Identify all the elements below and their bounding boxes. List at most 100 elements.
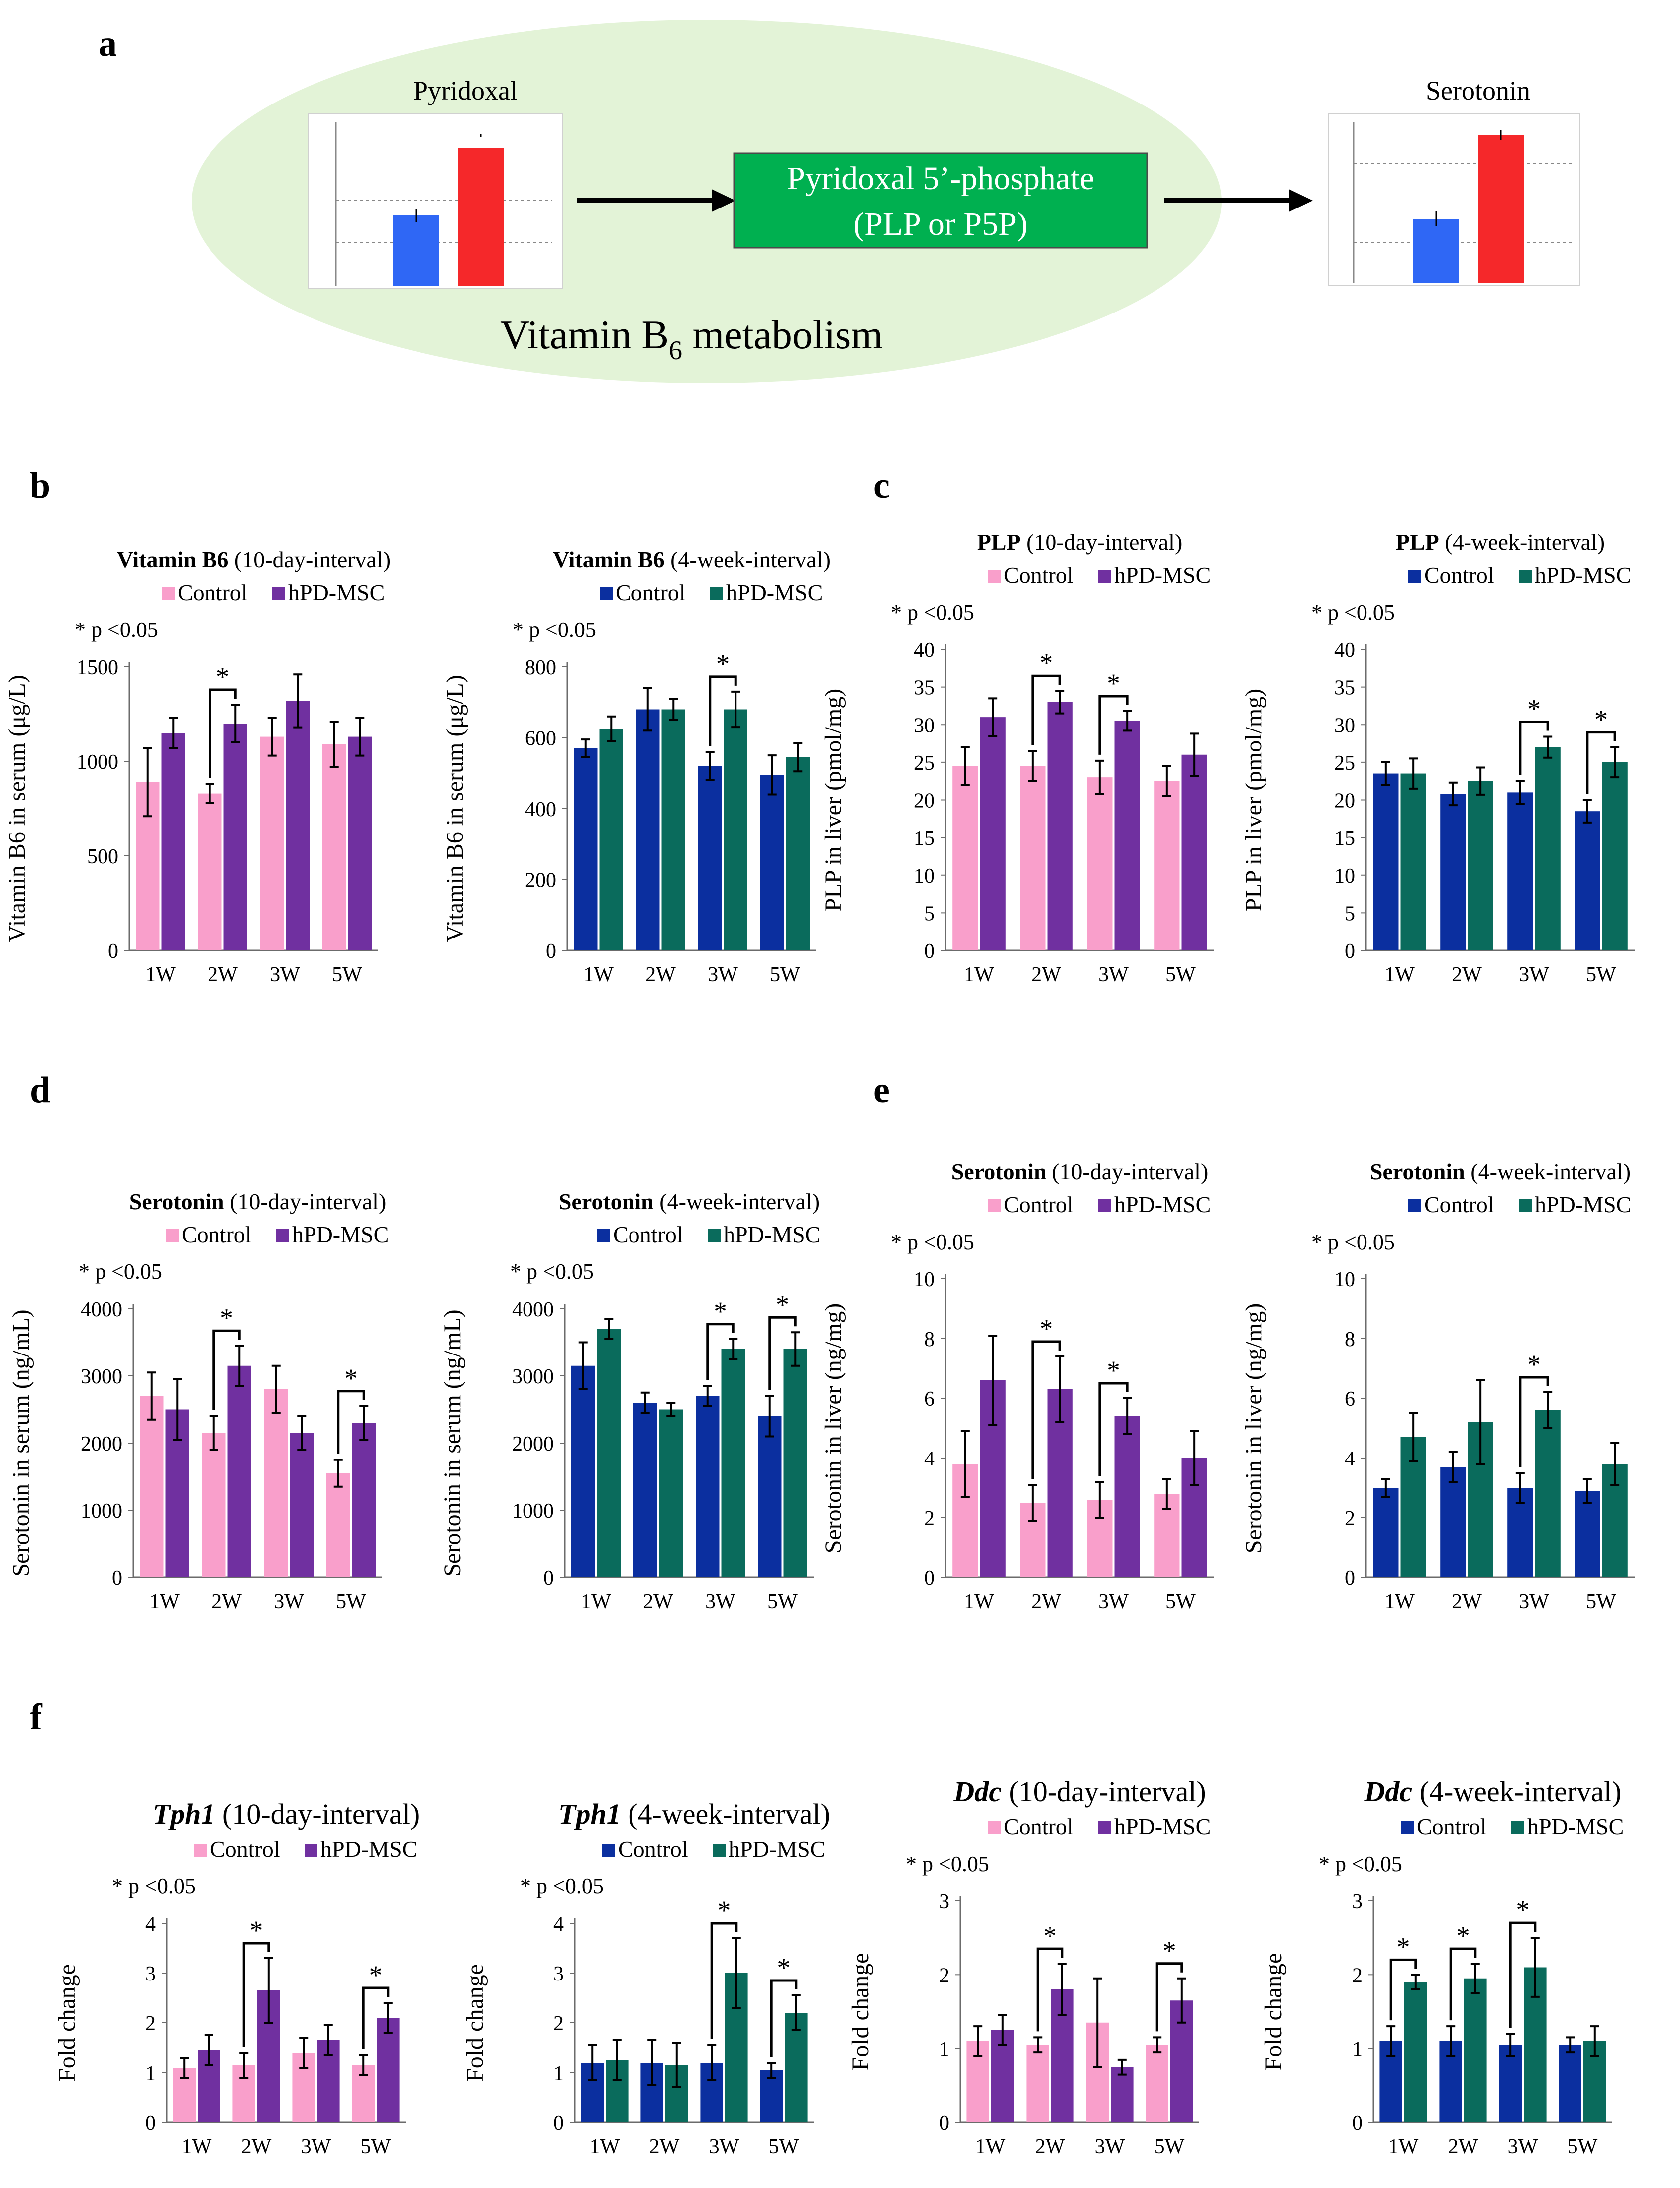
significance-bracket — [209, 688, 237, 778]
legend-swatch-treated — [1519, 1199, 1532, 1212]
chart-title-bold: Serotonin — [129, 1189, 224, 1214]
significance-star: * — [1457, 1921, 1470, 1951]
y-tick-label: 1000 — [512, 1500, 554, 1523]
y-tick-label: 8 — [1345, 1328, 1355, 1351]
y-tick-label: 0 — [546, 940, 556, 963]
significance-star: * — [1594, 705, 1608, 734]
chart-title-bold: Vitamin B6 — [117, 547, 228, 572]
x-tick-label: 3W — [1098, 1590, 1129, 1613]
x-tick-label: 2W — [1448, 2135, 1478, 2158]
x-tick-label: 1W — [1384, 963, 1415, 986]
y-axis-title: Serotonin in liver (ng/mg) — [820, 1303, 846, 1554]
y-tick-label: 0 — [112, 1567, 122, 1590]
chart-title-bold: Tph1 — [153, 1798, 215, 1830]
significance-bracket — [1155, 1962, 1183, 2032]
y-tick-label: 5 — [1345, 902, 1355, 925]
bar-hpd-msc — [290, 1433, 314, 1577]
significance-star: * — [1040, 648, 1053, 678]
significance-bracket — [1509, 1921, 1537, 2028]
chart-title: Vitamin B6 (4-week-interval) — [553, 547, 831, 572]
bar-hpd-msc — [597, 1329, 621, 1577]
charts-group: Vitamin B6 (10-day-interval) Control hPD-M… — [4, 529, 1635, 2158]
chart-title: Serotonin (4-week-interval) — [1370, 1159, 1631, 1184]
y-tick-label: 1 — [939, 2038, 949, 2061]
legend-label-treated: hPD-MSC — [729, 1836, 825, 1862]
y-tick-label: 40 — [914, 639, 935, 662]
serotonin-mini-chart — [1328, 113, 1580, 286]
chart-f3: Ddc (10-day-interval) Control hPD-MSC * p <… — [847, 1775, 1211, 2158]
y-axis-title: Serotonin in serum (ng/mL) — [8, 1309, 34, 1576]
legend-swatch-control — [1408, 570, 1421, 583]
legend-label-control: Control — [182, 1222, 252, 1247]
p-value-note: * p <0.05 — [112, 1874, 196, 1898]
y-axis-title: PLP in liver (pmol/mg) — [820, 689, 846, 912]
y-tick-label: 3 — [939, 1890, 949, 1913]
chart-title-rest: (4-week-interval) — [665, 547, 831, 572]
x-tick-label: 2W — [649, 2135, 680, 2158]
y-tick-label: 4 — [1345, 1448, 1355, 1470]
legend-swatch-control — [1401, 1821, 1414, 1834]
bar-control — [1020, 766, 1046, 950]
y-tick-label: 0 — [924, 940, 935, 963]
bar-control — [760, 2070, 783, 2122]
bar-hpd-msc — [659, 1409, 683, 1577]
y-tick-label: 0 — [145, 2112, 156, 2135]
legend-label-control: Control — [210, 1836, 280, 1862]
y-tick-label: 4 — [145, 1913, 156, 1936]
chart-title-bold: Tph1 — [558, 1798, 621, 1830]
bar-hpd-msc — [599, 729, 623, 950]
chart-c2: PLP (4-week-interval) Control hPD-MSC * p <… — [1241, 529, 1635, 986]
chart-e1: Serotonin (10-day-interval) Control hPD-MS… — [820, 1159, 1214, 1613]
legend-swatch-control — [194, 1844, 207, 1857]
bar-control — [326, 1473, 350, 1577]
chart-title-rest: (4-week-interval) — [621, 1798, 830, 1830]
x-tick-label: 3W — [1098, 963, 1129, 986]
legend-label-control: Control — [1424, 1192, 1494, 1217]
bar-control — [633, 1403, 657, 1577]
significance-star: * — [1040, 1314, 1053, 1344]
y-tick-label: 3000 — [81, 1365, 122, 1388]
legend-swatch-treated — [708, 1229, 721, 1242]
chart-title-rest: (10-day-interval) — [215, 1798, 420, 1830]
y-tick-label: 20 — [1334, 790, 1355, 813]
bar-control — [1026, 2045, 1049, 2122]
bar-hpd-msc — [1181, 754, 1207, 950]
y-tick-label: 1 — [1352, 2038, 1363, 2061]
x-tick-label: 2W — [1452, 963, 1482, 986]
significance-star: * — [1516, 1895, 1530, 1925]
significance-bracket — [212, 1329, 241, 1410]
x-tick-label: 5W — [332, 963, 362, 986]
plp-line2: (PLP or P5P) — [853, 206, 1028, 242]
p-value-note: * p <0.05 — [1311, 600, 1395, 625]
bar-hpd-msc — [1535, 747, 1561, 950]
bar-control — [322, 744, 346, 950]
x-tick-label: 3W — [301, 2135, 331, 2158]
legend-swatch-treated — [1511, 1821, 1524, 1834]
bar-hpd-msc — [1464, 1978, 1487, 2122]
significance-bracket — [337, 1390, 365, 1454]
chart-title-rest: (4-week-interval) — [654, 1189, 820, 1214]
y-axis-title: PLP in liver (pmol/mg) — [1241, 689, 1267, 912]
x-tick-label: 3W — [709, 2135, 739, 2158]
legend-swatch-treated — [710, 587, 723, 600]
y-tick-label: 40 — [1334, 639, 1355, 662]
bar-hpd-msc — [1111, 2067, 1134, 2122]
bar-hpd-msc — [980, 717, 1006, 950]
y-tick-label: 6 — [924, 1388, 935, 1411]
chart-title: Vitamin B6 (10-day-interval) — [117, 547, 391, 572]
pyridoxal-label: Pyridoxal — [413, 76, 518, 105]
bar-hpd-msc — [348, 736, 372, 950]
bar-control — [1373, 773, 1399, 950]
x-tick-label: 2W — [241, 2135, 272, 2158]
chart-title-rest: (10-day-interval) — [228, 547, 391, 572]
legend-label-control: Control — [613, 1222, 683, 1247]
y-tick-label: 30 — [1334, 714, 1355, 737]
chart-title: Serotonin (4-week-interval) — [559, 1189, 820, 1214]
significance-star: * — [344, 1363, 358, 1393]
plp-line1: Pyridoxal 5’-phosphate — [787, 160, 1094, 197]
significance-bracket — [242, 1942, 270, 2047]
bar-control — [952, 766, 978, 950]
y-tick-label: 2000 — [512, 1433, 554, 1456]
y-tick-label: 10 — [914, 1268, 935, 1291]
legend-swatch-treated — [1098, 570, 1111, 583]
